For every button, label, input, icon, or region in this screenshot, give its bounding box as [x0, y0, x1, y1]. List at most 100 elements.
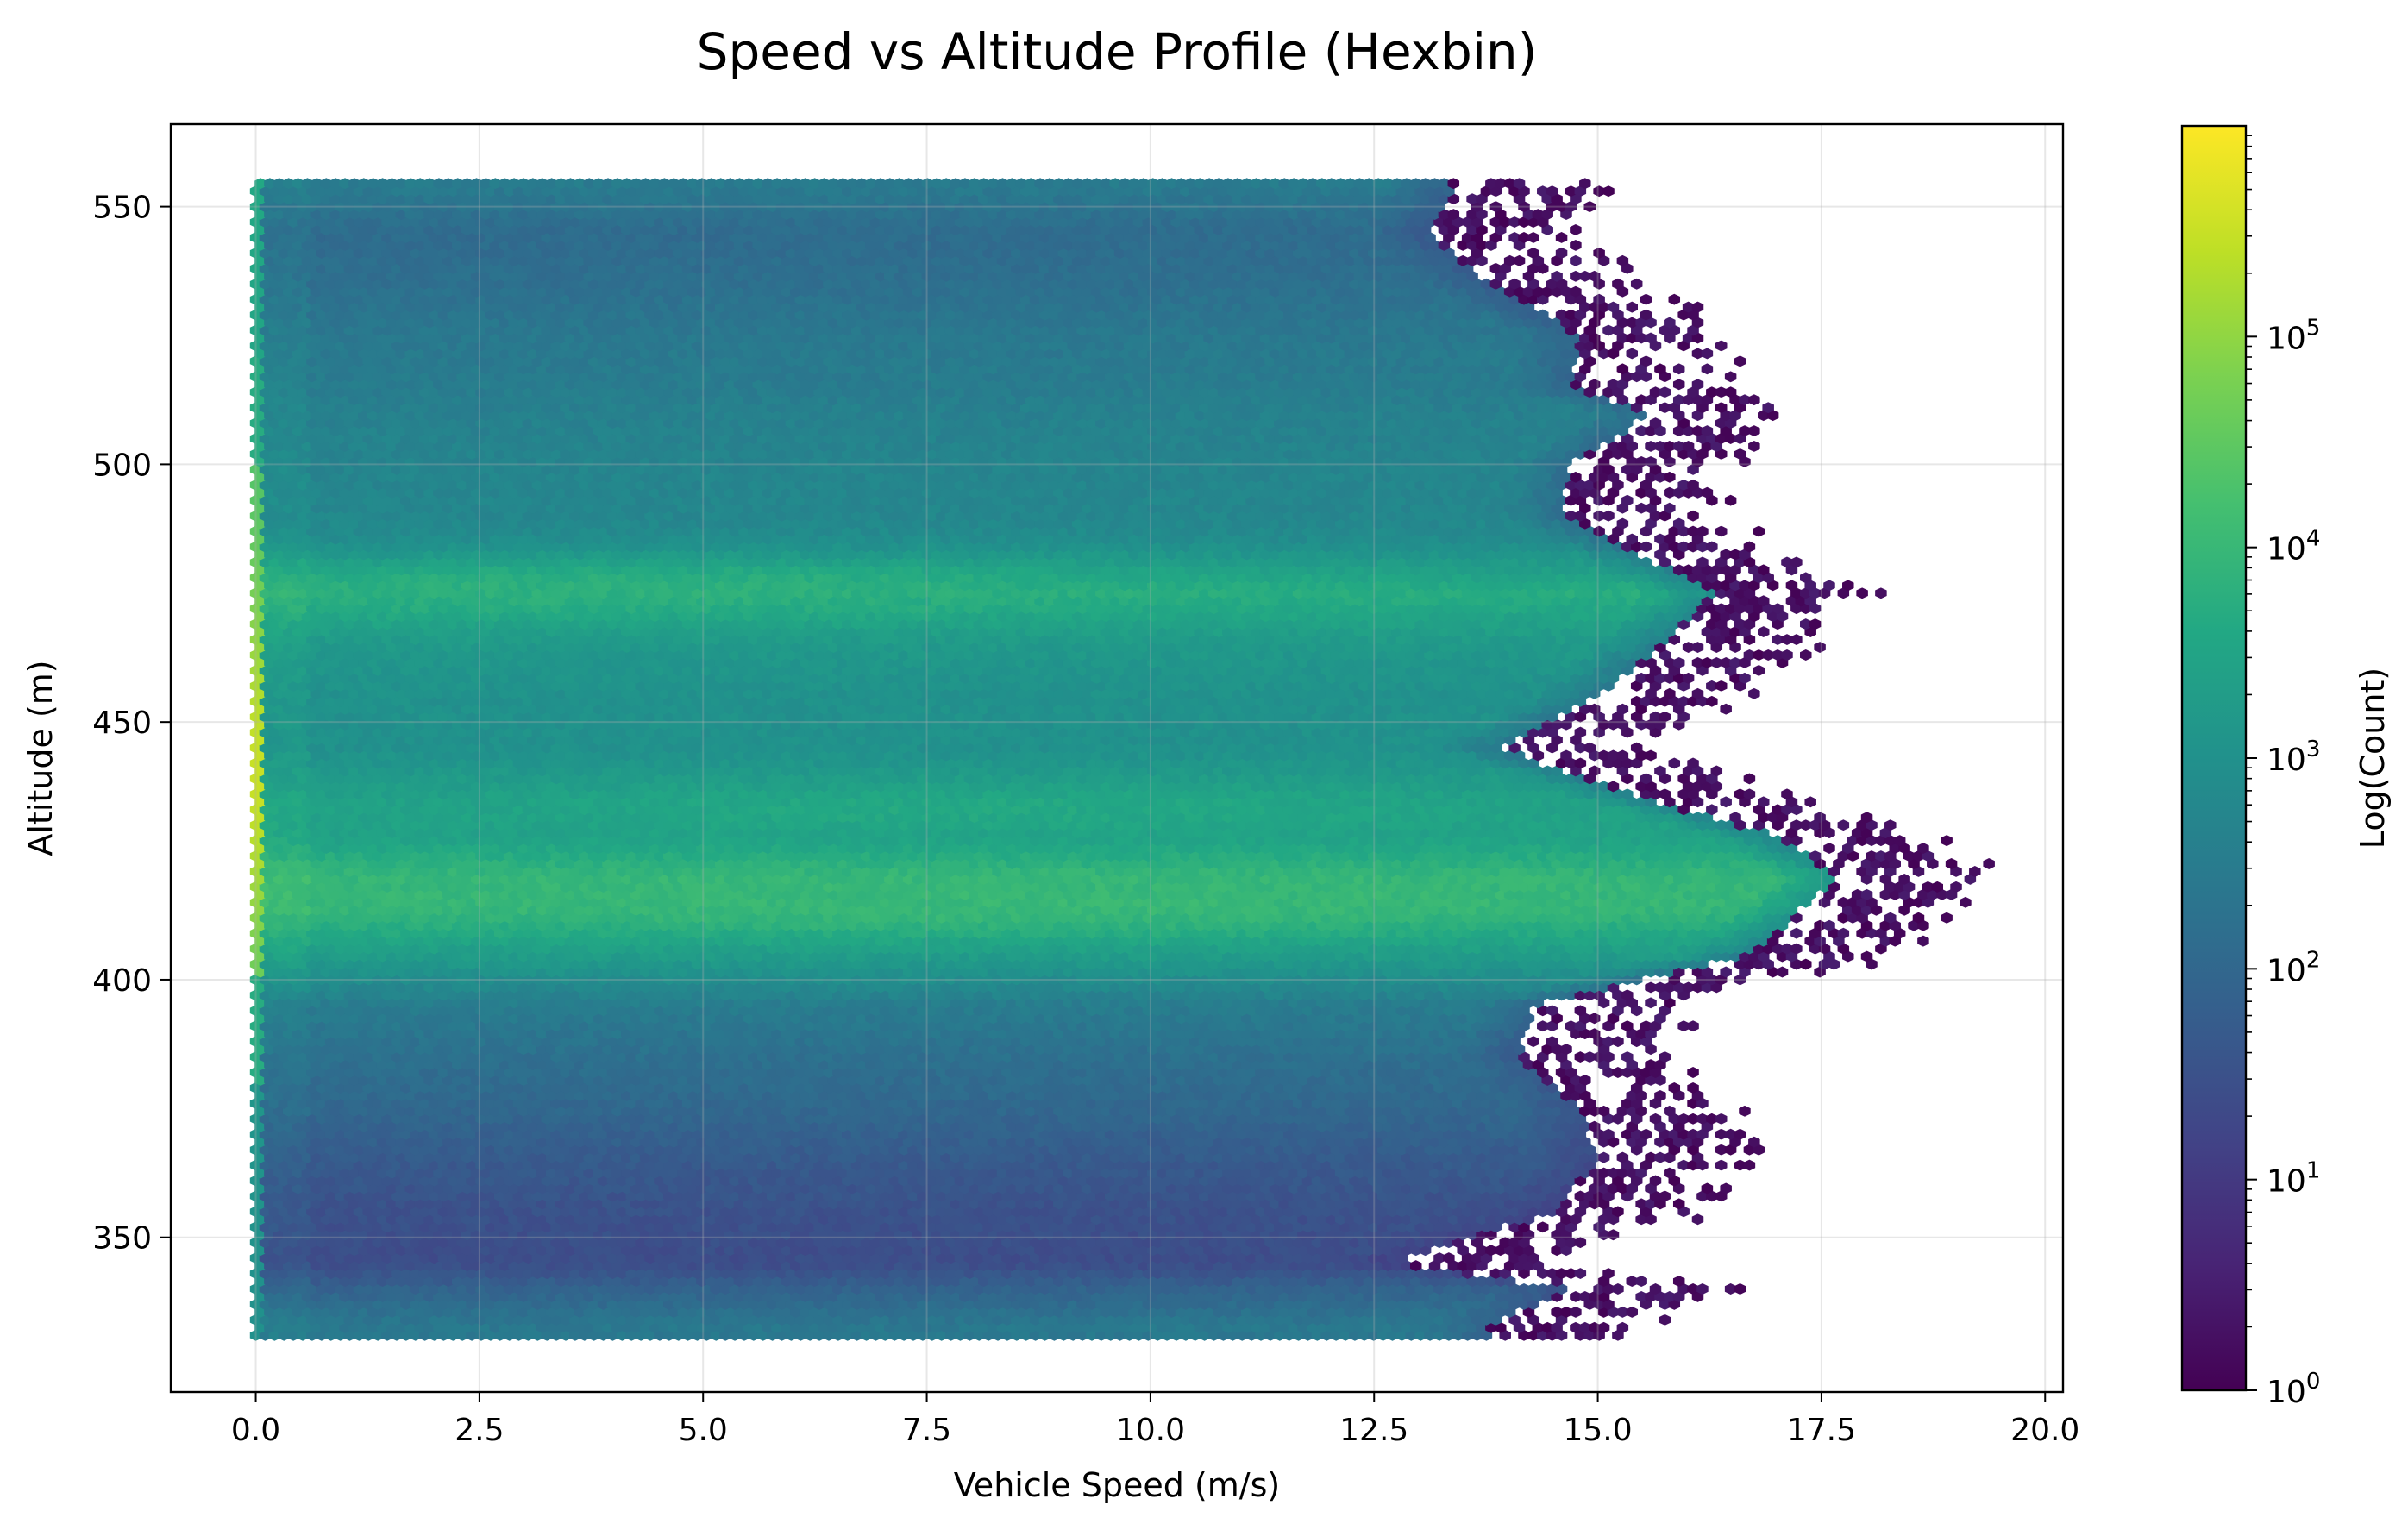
hexbin-cell [672, 1314, 685, 1326]
hexbin-cell [1334, 1321, 1347, 1333]
hexbin-cell [409, 1298, 422, 1310]
hexbin-cell [409, 1329, 422, 1341]
hexbin-cell [959, 1290, 971, 1302]
hexbin-cell [846, 1290, 858, 1302]
hexbin-cell [1081, 1290, 1094, 1302]
hexbin-cell [1428, 1321, 1441, 1333]
hexbin-cell [963, 1298, 976, 1310]
hexbin-cell [1151, 1329, 1163, 1341]
hexbin-cell [1165, 1321, 1178, 1333]
hexbin-cell [917, 1314, 929, 1326]
hexbin-cell [278, 1314, 290, 1326]
hexbin-cell [1044, 1290, 1056, 1302]
hexbin-cell [1288, 1321, 1300, 1333]
hexbin-cell [888, 1314, 900, 1326]
hexbin-cell [499, 1290, 511, 1302]
hexbin-cell [1213, 1306, 1225, 1318]
hexbin-cell [259, 1298, 272, 1310]
hexbin-cell [696, 1306, 708, 1318]
hexbin-cell [418, 1329, 431, 1341]
hexbin-cell [1330, 1298, 1342, 1310]
hexbin-cell [1259, 1321, 1272, 1333]
hexbin-cell [259, 1314, 272, 1326]
hexbin-cell [1532, 1321, 1545, 1333]
hexbin-cell [969, 1290, 981, 1302]
hexbin-cell [358, 1290, 370, 1302]
hexbin-cell [813, 1298, 825, 1310]
hexbin-cell [630, 1290, 643, 1302]
hexbin-cell [1245, 1298, 1257, 1310]
hexbin-cell [987, 1321, 1000, 1333]
hexbin-cell [781, 1306, 793, 1318]
hexbin-cell [1086, 1329, 1098, 1341]
hexbin-cell [879, 1329, 892, 1341]
hexbin-cell [287, 1329, 299, 1341]
hexbin-cell [1011, 1298, 1023, 1310]
hexbin-cell [1090, 1321, 1103, 1333]
hexbin-cell [339, 1306, 351, 1318]
hexbin-cell [545, 1321, 558, 1333]
hexbin-cell [1339, 1298, 1351, 1310]
hexbin-cell [1508, 1298, 1521, 1310]
hexbin-cell [1006, 1290, 1019, 1302]
hexbin-cell [719, 1298, 731, 1310]
hexbin-cell [485, 1314, 497, 1326]
hexbin-cell [1433, 1314, 1445, 1326]
hexbin-cell [1180, 1329, 1192, 1341]
hexbin-cell [1044, 1306, 1056, 1318]
hexbin-cell [1189, 1329, 1201, 1341]
hexbin-cell [1447, 1321, 1460, 1333]
hexbin-cell [921, 1290, 934, 1302]
hexbin-cell [992, 1329, 1004, 1341]
hexbin-cell [348, 1306, 361, 1318]
hexbin-cell [884, 1290, 896, 1302]
hexbin-cell [884, 1321, 896, 1333]
hexbin-cell [461, 1290, 473, 1302]
hexbin-cell [963, 1329, 976, 1341]
hexbin-cell [1405, 1298, 1418, 1310]
hexbin-cell [649, 1290, 662, 1302]
hexbin-cell [310, 1290, 323, 1302]
hexbin-cell [1067, 1329, 1079, 1341]
hexbin-cell [1376, 1329, 1389, 1341]
hexbin-cell [1029, 1298, 1042, 1310]
hexbin-cell [714, 1290, 727, 1302]
hexbin-cell [1301, 1298, 1314, 1310]
hexbin-cell [1119, 1306, 1131, 1318]
hexbin-cell [320, 1321, 332, 1333]
hexbin-cell [391, 1329, 403, 1341]
hexbin-cell [893, 1306, 906, 1318]
hexbin-cell [282, 1290, 295, 1302]
hexbin-cell [856, 1306, 868, 1318]
hexbin-cell [1419, 1306, 1432, 1318]
hexbin-cell [1715, 1159, 1728, 1171]
hexbin-cell [1405, 1314, 1418, 1326]
hexbin-cell [860, 1314, 873, 1326]
hexbin-cell [423, 1306, 436, 1318]
hexbin-cell [381, 1329, 393, 1341]
hexbin-cell [1038, 1314, 1051, 1326]
hexbin-cell [719, 1314, 731, 1326]
hexbin-cell [950, 1321, 962, 1333]
hexbin-cell [1382, 1306, 1394, 1318]
hexbin-cell [1217, 1329, 1230, 1341]
hexbin-cell [729, 1314, 741, 1326]
hexbin-cell [1100, 1321, 1113, 1333]
hexbin-cell [748, 1298, 760, 1310]
hexbin-cell [456, 1298, 468, 1310]
hexbin-cell [710, 1298, 723, 1310]
hexbin-cell [428, 1298, 441, 1310]
hexbin-cell [912, 1306, 925, 1318]
hexbin-cell [1236, 1298, 1248, 1310]
hexbin-cell [550, 1329, 562, 1341]
hexbin-cell [1461, 1329, 1474, 1341]
hexbin-cell [1292, 1314, 1305, 1326]
hexbin-cell [606, 1314, 619, 1326]
hexbin-cell [1132, 1329, 1145, 1341]
hexbin-cell [733, 1306, 746, 1318]
hexbin-cell [1551, 1306, 1563, 1318]
hexbin-cell [579, 1314, 591, 1326]
hexbin-cell [1424, 1298, 1436, 1310]
hexbin-cell [902, 1290, 915, 1302]
hexbin-cell [480, 1321, 492, 1333]
